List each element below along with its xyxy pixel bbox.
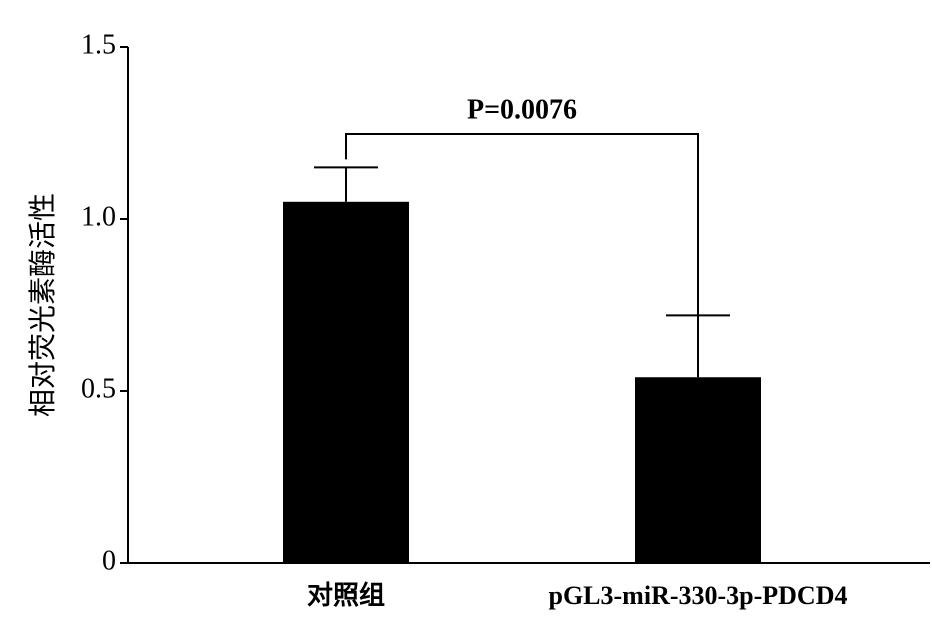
- bar: [283, 201, 409, 564]
- y-tick-label: 0.5: [81, 373, 116, 404]
- y-axis-label: 相对荧光素酶活性: [26, 193, 59, 417]
- significance-label: P=0.0076: [467, 94, 577, 125]
- significance-bracket: [345, 133, 699, 316]
- x-tick-label: pGL3-miR-330-3p-PDCD4: [549, 581, 848, 610]
- y-tick-label: 0: [102, 545, 116, 576]
- y-tick-label: 1.5: [81, 29, 116, 60]
- bar: [635, 377, 761, 563]
- x-tick-label: 对照组: [307, 580, 385, 610]
- y-tick-label: 1.0: [81, 201, 116, 232]
